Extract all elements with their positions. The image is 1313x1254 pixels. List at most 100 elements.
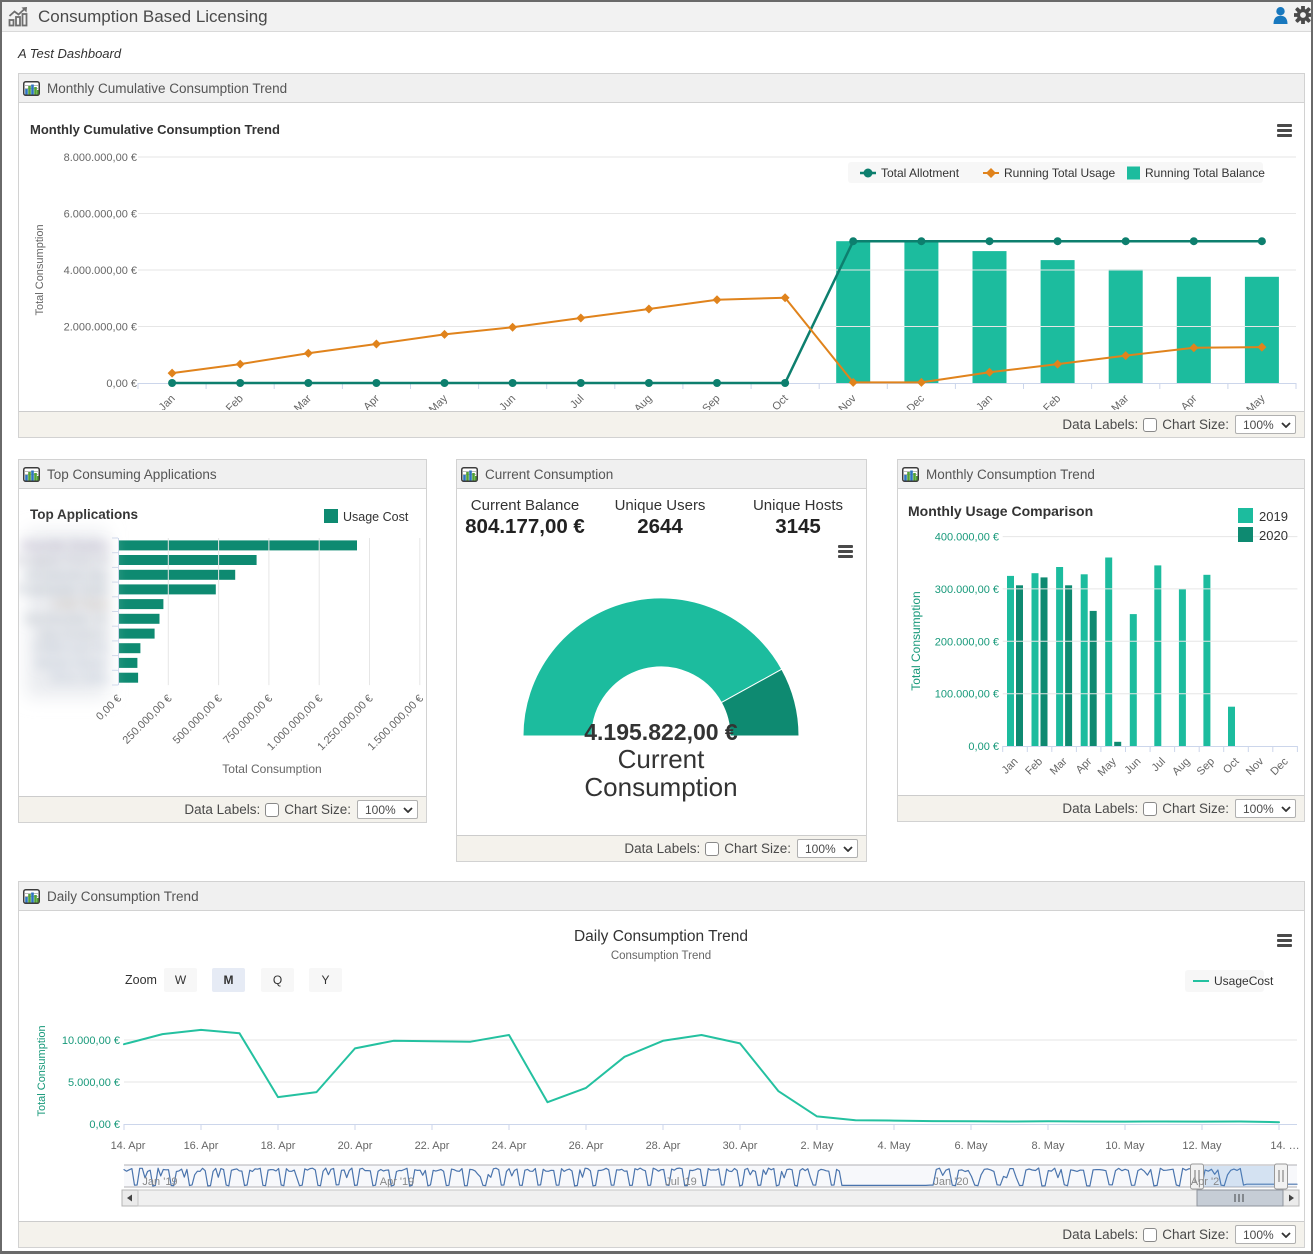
svg-text:Zoom: Zoom — [125, 973, 157, 987]
svg-text:2020: 2020 — [1259, 528, 1288, 543]
svg-text:Unique Users: Unique Users — [615, 497, 706, 514]
svg-text:0,00 €: 0,00 € — [94, 693, 124, 723]
svg-text:Total Consumption: Total Consumption — [222, 762, 321, 776]
svg-text:100.000,00 €: 100.000,00 € — [935, 689, 999, 701]
svg-text:Running Total Balance: Running Total Balance — [1145, 166, 1265, 180]
svg-text:Sep: Sep — [700, 393, 722, 410]
svg-text:0,00 €: 0,00 € — [106, 378, 137, 390]
svg-text:Q: Q — [273, 973, 282, 987]
svg-text:Jul '19: Jul '19 — [665, 1176, 696, 1188]
svg-text:3145: 3145 — [775, 515, 821, 538]
svg-text:PDM Core Kit: PDM Core Kit — [36, 641, 110, 655]
svg-text:26. Apr: 26. Apr — [569, 1140, 604, 1152]
svg-text:28. Apr: 28. Apr — [646, 1140, 681, 1152]
svg-text:May: May — [1244, 392, 1268, 410]
svg-text:Running Total Usage: Running Total Usage — [1004, 166, 1116, 180]
svg-text:Designer ProX 20: Designer ProX 20 — [19, 553, 109, 567]
svg-text:Top Applications: Top Applications — [30, 507, 138, 522]
svg-text:Dec: Dec — [1268, 755, 1291, 778]
svg-text:Total Allotment: Total Allotment — [881, 166, 960, 180]
svg-text:500.000,00 €: 500.000,00 € — [171, 693, 225, 747]
svg-text:6.000.000,00 €: 6.000.000,00 € — [64, 209, 137, 221]
svg-text:20. Apr: 20. Apr — [338, 1140, 373, 1152]
svg-text:400.000,00 €: 400.000,00 € — [935, 532, 999, 544]
svg-text:10. May: 10. May — [1105, 1140, 1145, 1152]
svg-text:Usage Cost: Usage Cost — [343, 510, 409, 524]
svg-text:Total Consumption: Total Consumption — [34, 224, 46, 315]
svg-text:14. …: 14. … — [1270, 1140, 1299, 1152]
svg-text:Oct: Oct — [770, 393, 791, 410]
svg-text:Aug: Aug — [632, 393, 654, 410]
svg-text:Y: Y — [321, 973, 329, 987]
svg-text:Jul: Jul — [1149, 756, 1167, 774]
svg-text:Mar: Mar — [292, 392, 314, 410]
svg-text:CAD Tools: CAD Tools — [53, 597, 109, 611]
svg-text:Mar: Mar — [1109, 392, 1131, 410]
svg-text:10.000,00 €: 10.000,00 € — [62, 1035, 120, 1047]
svg-text:8. May: 8. May — [1031, 1140, 1065, 1152]
svg-text:Sep: Sep — [1195, 756, 1217, 778]
svg-text:Nov: Nov — [1244, 755, 1267, 778]
svg-text:Apr '19: Apr '19 — [380, 1176, 415, 1188]
svg-text:Dec: Dec — [905, 392, 928, 410]
svg-text:Monthly Cumulative Consumption: Monthly Cumulative Consumption Trend — [30, 122, 280, 137]
svg-text:4. May: 4. May — [877, 1140, 911, 1152]
svg-text:Feb: Feb — [1023, 756, 1045, 778]
svg-text:Feb: Feb — [224, 393, 246, 410]
svg-text:18. Apr: 18. Apr — [261, 1140, 296, 1152]
svg-text:Jan '19: Jan '19 — [142, 1176, 177, 1188]
svg-text:Media Viewer: Media Viewer — [37, 656, 109, 670]
svg-text:Apr '2: Apr '2 — [1191, 1176, 1219, 1188]
svg-text:Jun: Jun — [1122, 756, 1143, 777]
svg-text:Total Consumption: Total Consumption — [909, 591, 923, 690]
svg-text:Daily Consumption Trend: Daily Consumption Trend — [574, 928, 748, 945]
svg-text:Meshbuilder 3D: Meshbuilder 3D — [25, 612, 109, 626]
svg-text:Jan: Jan — [974, 393, 995, 410]
svg-text:2.000.000,00 €: 2.000.000,00 € — [64, 322, 137, 334]
svg-text:Jan '20: Jan '20 — [933, 1176, 968, 1188]
svg-text:M: M — [224, 973, 234, 987]
svg-text:Current Balance: Current Balance — [471, 497, 579, 514]
svg-text:200.000,00 €: 200.000,00 € — [935, 636, 999, 648]
svg-text:Consumption Trend: Consumption Trend — [611, 950, 711, 962]
svg-text:5.000,00 €: 5.000,00 € — [68, 1077, 120, 1089]
svg-text:Unique Hosts: Unique Hosts — [753, 497, 843, 514]
svg-text:2. May: 2. May — [800, 1140, 834, 1152]
svg-text:Beta Utility: Beta Utility — [52, 671, 109, 685]
svg-text:UsageCost: UsageCost — [1214, 974, 1274, 988]
svg-text:30. Apr: 30. Apr — [723, 1140, 758, 1152]
svg-text:Flowmaster Suite: Flowmaster Suite — [19, 582, 109, 596]
svg-text:16. Apr: 16. Apr — [184, 1140, 219, 1152]
svg-text:Nov: Nov — [837, 392, 860, 410]
svg-text:Jan: Jan — [157, 393, 178, 410]
svg-text:Total Consumption: Total Consumption — [36, 1025, 48, 1116]
svg-text:Apr: Apr — [361, 392, 382, 410]
svg-text:6. May: 6. May — [954, 1140, 988, 1152]
svg-text:300.000,00 €: 300.000,00 € — [935, 584, 999, 596]
svg-text:750.000,00 €: 750.000,00 € — [221, 693, 275, 747]
svg-text:May: May — [427, 392, 451, 410]
svg-text:0,00 €: 0,00 € — [89, 1119, 120, 1131]
svg-text:Oct: Oct — [1221, 756, 1242, 777]
svg-text:Mar: Mar — [1048, 755, 1070, 777]
svg-text:Simulworks App: Simulworks App — [24, 568, 110, 582]
svg-text:804.177,00 €: 804.177,00 € — [465, 515, 585, 538]
svg-text:W: W — [175, 973, 187, 987]
svg-text:Aug: Aug — [1170, 756, 1192, 778]
svg-text:2644: 2644 — [637, 515, 683, 538]
svg-text:May: May — [1096, 755, 1120, 779]
svg-text:22. Apr: 22. Apr — [415, 1140, 450, 1152]
svg-text:Apr: Apr — [1074, 755, 1095, 776]
svg-text:Current: Current — [618, 744, 705, 774]
svg-text:4.195.822,00 €: 4.195.822,00 € — [584, 719, 738, 745]
svg-text:Feb: Feb — [1041, 393, 1063, 410]
svg-text:Consumption: Consumption — [584, 772, 737, 802]
svg-text:24. Apr: 24. Apr — [492, 1140, 527, 1152]
svg-text:0,00 €: 0,00 € — [968, 741, 999, 753]
svg-text:Jun: Jun — [497, 393, 518, 410]
svg-text:Jan: Jan — [1000, 756, 1021, 777]
svg-text:Apr: Apr — [1179, 392, 1200, 410]
svg-text:250.000,00 €: 250.000,00 € — [121, 693, 175, 747]
svg-text:14. Apr: 14. Apr — [111, 1140, 146, 1152]
svg-text:12. May: 12. May — [1182, 1140, 1222, 1152]
